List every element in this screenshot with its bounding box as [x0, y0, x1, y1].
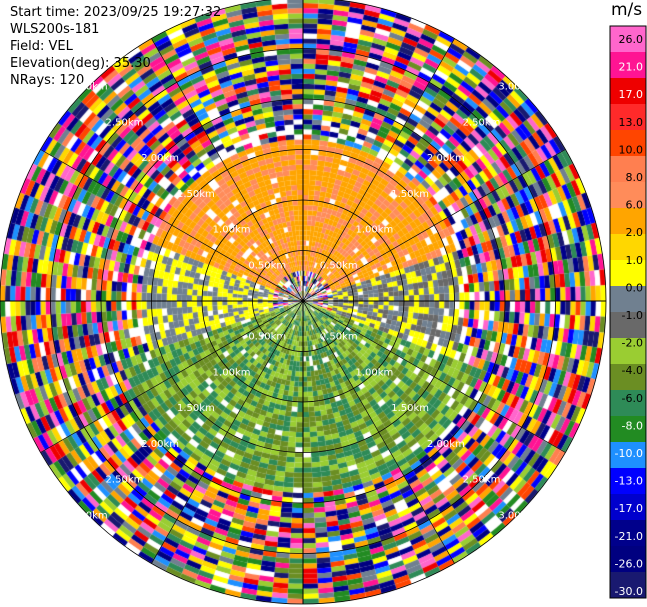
- range-ring-label: 3.00km: [70, 82, 108, 93]
- colorbar-tick-label: 13.0: [619, 116, 644, 129]
- colorbar-unit: m/s: [611, 0, 643, 20]
- colorbar-swatch: [610, 234, 646, 261]
- field-label: Field: VEL: [10, 39, 73, 54]
- colorbar-tick-label: 8.0: [626, 171, 644, 184]
- nrays-label: NRays: 120: [10, 73, 85, 88]
- colorbar-swatch: [610, 416, 646, 443]
- colorbar-swatch: [610, 78, 646, 105]
- colorbar-swatch: [610, 260, 646, 287]
- range-ring-label: 3.00km: [498, 510, 536, 521]
- colorbar-tick-label: 1.0: [626, 254, 644, 267]
- range-ring-label: 2.00km: [141, 153, 179, 164]
- colorbar-swatch: [610, 390, 646, 417]
- colorbar-tick-label: 21.0: [619, 61, 644, 74]
- start-time-label: Start time: 2023/09/25 19:27:32: [10, 5, 222, 20]
- range-ring-label: 3.00km: [498, 82, 536, 93]
- colorbar-swatch: [610, 312, 646, 339]
- colorbar-swatch: [610, 364, 646, 391]
- range-ring-label: 0.50km: [248, 260, 286, 271]
- colorbar-tick-label: -13.0: [615, 475, 643, 488]
- range-ring-label: 1.00km: [356, 367, 394, 378]
- range-ring-label: 0.50km: [248, 332, 286, 343]
- colorbar-swatch: [610, 26, 646, 53]
- colorbar-tick-label: -6.0: [622, 392, 643, 405]
- range-ring-label: 1.00km: [213, 367, 251, 378]
- range-ring-label: 2.50km: [463, 475, 501, 486]
- range-ring-label: 0.50km: [320, 260, 358, 271]
- colorbar-frame: [609, 25, 647, 599]
- colorbar-swatch: [610, 156, 646, 183]
- range-ring-label: 2.50km: [106, 475, 144, 486]
- elevation-label: Elevation(deg): 35.30: [10, 56, 151, 71]
- colorbar-tick-label: -1.0: [622, 309, 643, 322]
- range-ring-label: 1.50km: [177, 189, 215, 200]
- range-ring-label: 2.00km: [427, 439, 465, 450]
- colorbar-tick-label: 26.0: [619, 33, 644, 46]
- range-ring-label: 1.00km: [213, 225, 251, 236]
- instrument-label: WLS200s-181: [10, 22, 100, 37]
- colorbar-swatch: [610, 520, 646, 547]
- azimuth-line: [151, 38, 455, 564]
- range-ring-label: 1.50km: [391, 189, 429, 200]
- colorbar-swatch: [610, 208, 646, 235]
- colorbar-tick-label: -2.0: [622, 337, 643, 350]
- colorbar-tick-label: -17.0: [615, 502, 643, 515]
- colorbar-tick-label: 0.0: [626, 281, 644, 294]
- colorbar-swatch: [610, 104, 646, 131]
- colorbar-tick-label: -10.0: [615, 447, 643, 460]
- colorbar-swatch: [610, 468, 646, 495]
- colorbar-tick-label: -21.0: [615, 530, 643, 543]
- range-ring-label: 1.00km: [356, 225, 394, 236]
- colorbar-swatch: [610, 52, 646, 79]
- colorbar-swatch: [610, 442, 646, 469]
- range-ring-label: 2.50km: [463, 117, 501, 128]
- colorbar-swatch: [610, 338, 646, 365]
- colorbar-tick-label: 10.0: [619, 143, 644, 156]
- colorbar-swatch: [610, 130, 646, 157]
- range-ring-label: 2.00km: [141, 439, 179, 450]
- colorbar-swatch: [610, 182, 646, 209]
- range-ring-label: 1.50km: [391, 403, 429, 414]
- colorbar-tick-label: -30.0: [615, 585, 643, 598]
- range-ring-label: 1.50km: [177, 403, 215, 414]
- colorbar-tick-label: 17.0: [619, 88, 644, 101]
- range-ring-label: 2.00km: [427, 153, 465, 164]
- colorbar-swatch: [610, 546, 646, 573]
- colorbar-tick-label: -4.0: [622, 364, 643, 377]
- colorbar-swatch: [610, 286, 646, 313]
- colorbar-swatch: [610, 494, 646, 521]
- colorbar-tick-label: -26.0: [615, 557, 643, 570]
- colorbar-swatch: [610, 572, 646, 599]
- range-ring-label: 0.50km: [320, 332, 358, 343]
- colorbar-tick-label: 6.0: [626, 199, 644, 212]
- colorbar-tick-label: -8.0: [622, 419, 643, 432]
- range-ring-label: 2.50km: [106, 117, 144, 128]
- range-ring-label: 3.00km: [70, 510, 108, 521]
- colorbar-tick-label: 2.0: [626, 226, 644, 239]
